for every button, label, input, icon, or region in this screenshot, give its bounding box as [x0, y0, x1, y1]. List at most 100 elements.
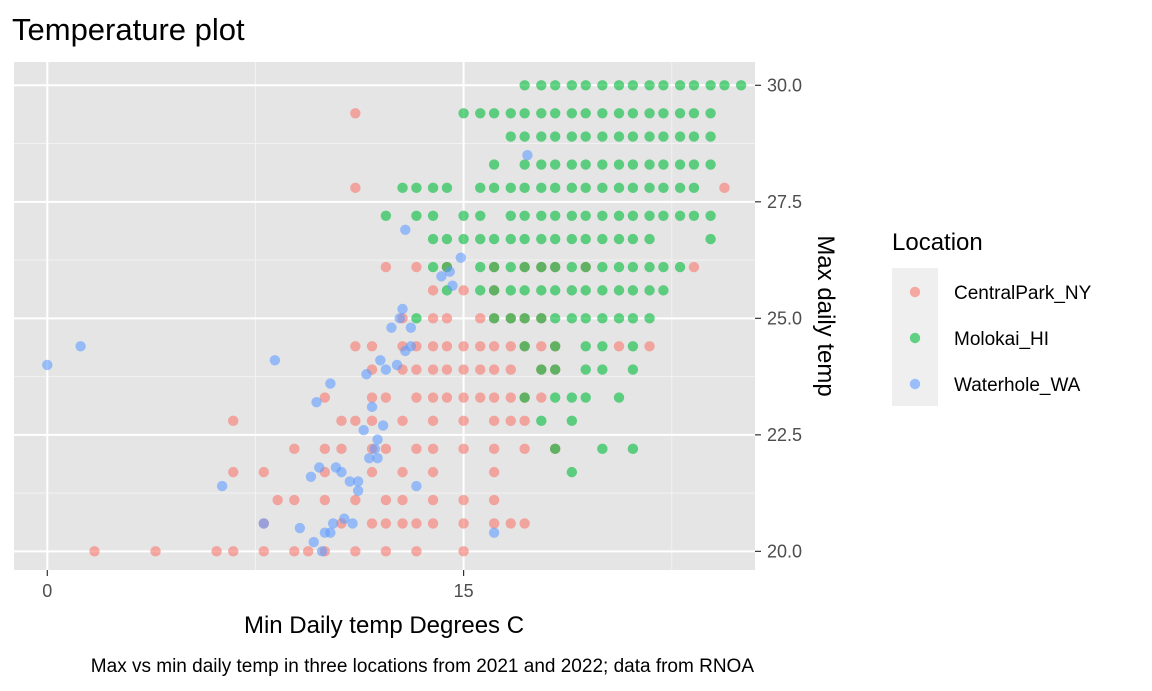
data-point	[488, 466, 500, 478]
data-point	[580, 182, 591, 194]
data-point	[613, 392, 625, 403]
data-point	[597, 80, 608, 91]
data-point	[397, 518, 408, 529]
data-point	[597, 341, 608, 352]
data-point	[444, 266, 455, 277]
data-point	[658, 80, 669, 91]
data-point	[674, 159, 686, 170]
data-point	[688, 159, 700, 170]
data-point	[447, 280, 458, 291]
data-point	[597, 443, 608, 455]
data-points	[42, 80, 747, 557]
data-point	[411, 261, 422, 273]
data-point	[674, 131, 686, 142]
data-point	[488, 415, 500, 427]
data-point	[627, 443, 639, 455]
data-point	[458, 108, 469, 119]
data-point	[427, 518, 439, 529]
data-point	[597, 313, 608, 324]
data-point	[597, 182, 608, 194]
data-point	[549, 233, 561, 245]
data-point	[644, 233, 655, 245]
data-point	[411, 313, 422, 324]
data-point	[441, 392, 453, 403]
data-point	[627, 341, 639, 352]
data-point	[627, 108, 639, 119]
data-point	[627, 364, 639, 375]
data-point	[436, 271, 447, 282]
data-point	[566, 182, 578, 194]
data-point	[475, 392, 486, 403]
data-point	[627, 182, 639, 194]
data-point	[372, 452, 383, 464]
data-point	[644, 159, 655, 170]
data-point	[352, 476, 364, 487]
data-point	[289, 546, 300, 557]
data-point	[519, 261, 530, 273]
data-point	[366, 401, 378, 413]
data-point	[258, 466, 269, 478]
data-point	[674, 261, 686, 273]
data-point	[441, 341, 453, 352]
data-point	[427, 313, 439, 324]
data-point	[366, 341, 378, 352]
data-point	[597, 364, 608, 375]
data-point	[536, 285, 547, 296]
data-point	[369, 443, 380, 455]
data-point	[488, 443, 500, 455]
data-point	[488, 233, 500, 245]
data-point	[488, 341, 500, 352]
legend-key	[909, 332, 921, 344]
data-point	[580, 285, 591, 296]
data-point	[613, 108, 625, 119]
x-tick-label: 0	[42, 581, 52, 601]
data-point	[536, 392, 547, 403]
data-point	[505, 341, 516, 352]
legend-key	[909, 286, 921, 298]
data-point	[658, 159, 669, 170]
data-point	[394, 313, 405, 324]
data-point	[364, 452, 375, 464]
data-point	[536, 159, 547, 170]
data-point	[580, 108, 591, 119]
data-point	[566, 159, 578, 170]
data-point	[427, 285, 439, 296]
data-point	[427, 443, 439, 455]
legend-label: Waterhole_WA	[954, 375, 1081, 396]
data-point	[308, 536, 319, 548]
legend-label: Molokai_HI	[954, 329, 1049, 350]
data-point	[311, 397, 322, 408]
data-point	[705, 210, 716, 221]
data-point	[536, 261, 547, 273]
grid-minor	[14, 62, 755, 570]
data-point	[613, 182, 625, 194]
data-point	[519, 131, 530, 142]
data-point	[627, 210, 639, 221]
legend: Location CentralPark_NY Molokai_HI Waterho…	[892, 229, 1092, 406]
data-point	[705, 108, 716, 119]
data-point	[366, 415, 378, 427]
data-point	[519, 80, 530, 91]
data-point	[427, 364, 439, 375]
data-point	[613, 233, 625, 245]
data-point	[475, 261, 486, 273]
data-point	[536, 80, 547, 91]
data-point	[549, 108, 561, 119]
data-point	[427, 494, 439, 506]
data-point	[705, 80, 716, 91]
data-point	[411, 443, 422, 455]
data-point	[411, 480, 422, 492]
data-point	[344, 476, 356, 487]
data-point	[336, 466, 347, 478]
data-point	[549, 364, 561, 375]
data-point	[75, 341, 86, 352]
data-point	[505, 210, 516, 221]
data-point	[294, 522, 306, 534]
data-point	[519, 341, 530, 352]
data-point	[505, 233, 516, 245]
data-point	[380, 392, 392, 403]
data-point	[613, 313, 625, 324]
data-point	[536, 182, 547, 194]
data-point	[597, 233, 608, 245]
